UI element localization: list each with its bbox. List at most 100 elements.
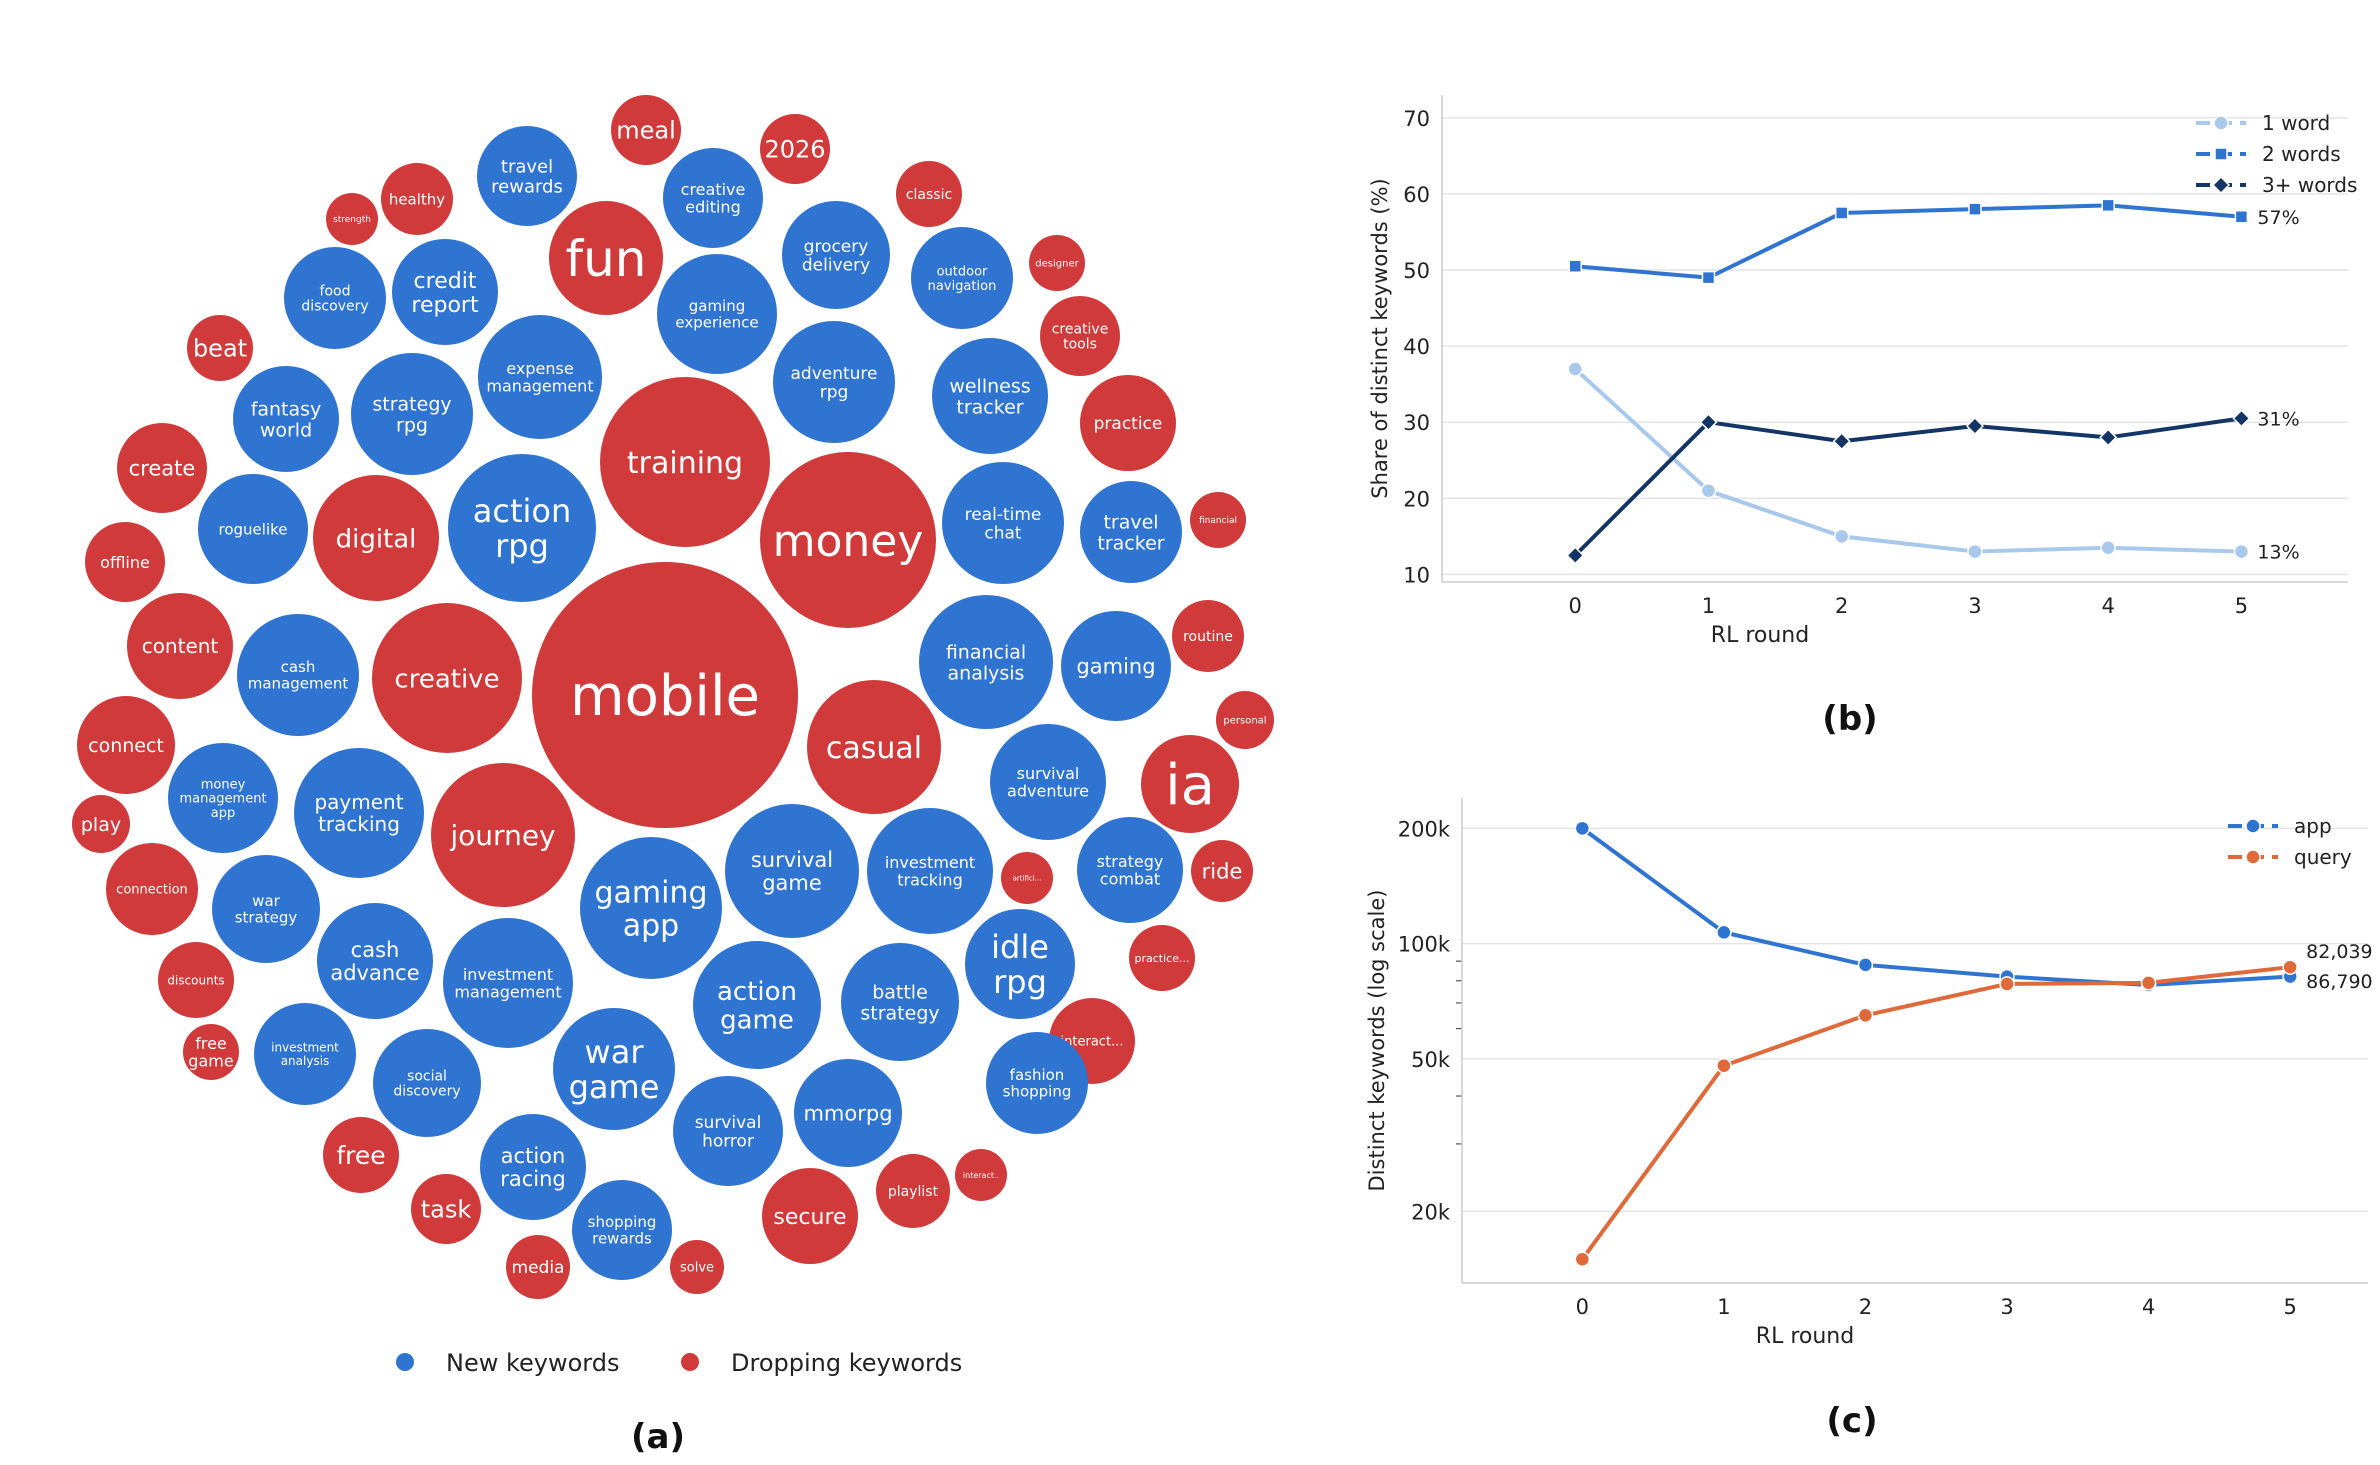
bubble-label: connect (88, 735, 164, 757)
bubble-label-line: grocery (804, 237, 869, 257)
marker-circle (2282, 968, 2298, 985)
bubble-label: strategy rpg (372, 393, 451, 436)
bubble-content: content (127, 593, 233, 699)
bubble-circle (663, 148, 763, 248)
y-tick-label: 20 (1403, 487, 1430, 511)
bubble-shopping-rewards: shopping rewards (572, 1180, 672, 1280)
bubble-circle (876, 1154, 950, 1228)
bubble-survival-adventure: survival adventure (990, 724, 1106, 840)
bubble-circle (373, 1029, 481, 1137)
bubble-circle (158, 942, 234, 1018)
bubble-label-line: advance (330, 961, 419, 985)
marker-square (2234, 210, 2249, 224)
bubble-label-line: creative (394, 664, 499, 694)
marker-circle (2282, 959, 2298, 975)
bubble-2026: 2026 (760, 114, 830, 184)
bubble-task: task (411, 1174, 481, 1244)
bubble-label-line: tracker (1097, 532, 1164, 554)
bubble-interact: interact.. (955, 1149, 1007, 1201)
marker-square (1701, 270, 1716, 285)
series-1-word: 13% (1567, 361, 2300, 564)
bubble-practice: practice... (1129, 925, 1195, 991)
bubble-label-line: tracker (956, 396, 1023, 418)
bubble-circle (794, 1059, 902, 1167)
bubble-cash-advance: cash advance (317, 903, 433, 1019)
bubble-label-line: outdoor (937, 265, 988, 280)
bubble-label: healthy (389, 190, 445, 208)
bubble-label-line: tracking (897, 871, 962, 890)
bubble-circle (1080, 481, 1182, 583)
bubble-label-line: mmorpg (803, 1102, 892, 1126)
bubble-circle (313, 475, 439, 601)
bubble-circle (212, 855, 320, 963)
bubble-label: adventure rpg (790, 364, 877, 403)
bubble-financial-analysis: financial analysis (919, 595, 1053, 729)
bubble-label-line: connection (116, 883, 188, 898)
bubble-label-line: solve (680, 1261, 714, 1276)
marker-circle (2245, 849, 2261, 865)
bubble-circle (553, 1008, 675, 1130)
bubble-label: action racing (500, 1144, 566, 1191)
bubble-label: financial (1199, 516, 1237, 526)
bubble-label-line: 2026 (764, 136, 825, 164)
bubble-label-line: discovery (393, 1084, 460, 1100)
bubble-label: travel tracker (1097, 511, 1164, 554)
bubble-label: fun (566, 230, 647, 288)
bubble-label: fantasy world (251, 398, 322, 441)
bubble-label-line: cash (281, 658, 316, 676)
bubble-label: war game (569, 1033, 660, 1106)
bubble-circle (294, 748, 424, 878)
bubble-label-line: strength (333, 215, 371, 225)
x-tick-label: 3 (2000, 1295, 2013, 1319)
bubble-label: idle rpg (991, 928, 1049, 1001)
panel-label-a: (a) (631, 1417, 685, 1457)
bubble-label-line: media (512, 1258, 565, 1278)
bubble-label-line: create (129, 457, 196, 481)
bubble-circle (392, 239, 498, 345)
bubble-label: credit report (411, 269, 479, 318)
bubble-healthy: healthy (381, 163, 453, 235)
bubble-label-line: secure (773, 1205, 846, 1230)
bubble-circle (198, 474, 308, 584)
bubble-circle (657, 254, 777, 374)
legend-label: 1 word (2262, 111, 2330, 135)
bubble-label-line: meal (616, 117, 676, 145)
bubble-training: training (600, 377, 770, 547)
legend-label: query (2294, 845, 2352, 869)
bubble-circle (127, 593, 233, 699)
bubble-label-line: tools (1063, 337, 1097, 353)
bubble-travel-tracker: travel tracker (1080, 481, 1182, 583)
bubble-credit-report: credit report (392, 239, 498, 345)
bubble-circle (773, 321, 895, 443)
bubble-circle (911, 227, 1013, 329)
bubble-label-line: ride (1202, 860, 1243, 884)
bubble-label: connection (116, 883, 188, 898)
bubble-circle (932, 338, 1048, 454)
bubble-label: playlist (888, 1184, 939, 1200)
bubble-discounts: discounts (158, 942, 234, 1018)
y-tick-label: 30 (1403, 411, 1430, 435)
bubble-circle (411, 1174, 481, 1244)
bubble-circle (326, 193, 378, 245)
bubble-circle (572, 1180, 672, 1280)
bubble-label-line: journey (449, 819, 555, 852)
bubble-label-line: money (201, 777, 246, 792)
bubble-circle (986, 1032, 1088, 1134)
bubble-label-line: designer (1035, 259, 1079, 270)
bubble-label-line: cash (351, 938, 400, 962)
bubble-circle (896, 161, 962, 227)
bubble-label-line: payment (314, 790, 403, 814)
bubble-circle (1029, 235, 1085, 291)
bubble-label: gaming (1076, 655, 1155, 679)
bubble-label-line: game (762, 871, 822, 895)
bubble-label-line: ia (1165, 753, 1215, 818)
y-tick-label: 70 (1403, 107, 1430, 131)
bubble-label: social discovery (393, 1068, 460, 1099)
bubble-financial: financial (1190, 492, 1246, 548)
bubble-label: 2026 (764, 136, 825, 164)
bubble-connection: connection (106, 843, 198, 935)
series-line (1581, 826, 2291, 987)
bubble-circle (760, 452, 936, 628)
bubble-label-line: idle (991, 928, 1049, 966)
bubble-circle (351, 353, 473, 475)
